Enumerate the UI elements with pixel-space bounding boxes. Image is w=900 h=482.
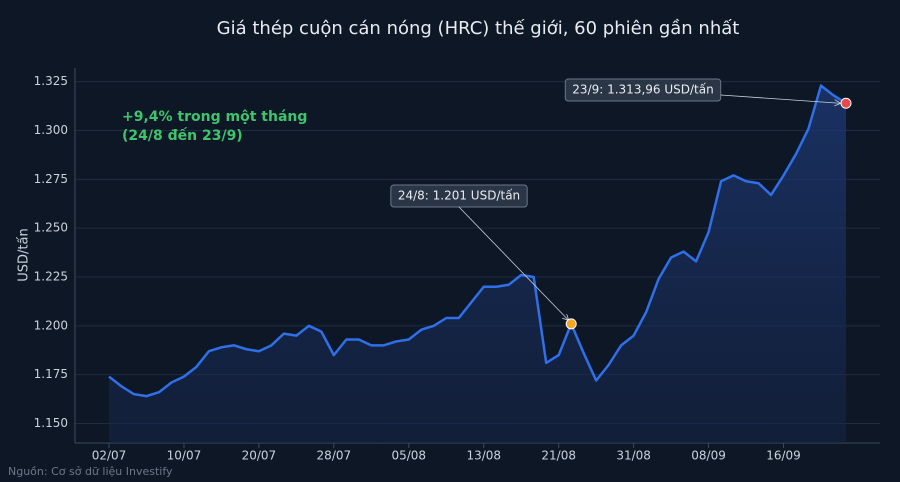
highlight-point [840,97,852,109]
y-tick-label: 1.325 [34,74,68,88]
annotation-arrow [458,206,568,320]
y-tick-label: 1.300 [34,123,68,137]
line [108,84,847,398]
annotation-box [564,78,722,102]
x-tick-label: 02/07 [92,449,127,463]
x-tick-label: 10/07 [167,449,202,463]
annotation-arrow [720,94,840,103]
x-tick-label: 31/08 [616,449,651,463]
area [109,85,846,443]
highlight-text: +9,4% trong một tháng [122,109,307,125]
y-axis-label: USD/tấn [17,228,32,281]
y-tick-label: 1.225 [34,269,68,283]
annotation-text: 24/8: 1.201 USD/tấn [398,189,520,203]
x-tick-label: 05/08 [391,449,426,463]
source: Nguồn: Cơ sở dữ liệu Investify [8,465,173,478]
x-tick-label: 13/08 [466,449,501,463]
highlight-text: (24/8 đến 23/9) [122,127,243,144]
y-tick-label: 1.250 [34,221,68,235]
x-tick-label: 28/07 [317,449,352,463]
x-tick-label: 21/08 [541,449,576,463]
x-tick-label: 20/07 [242,449,277,463]
y-tick-label: 1.200 [34,318,68,332]
highlight-point [565,318,577,330]
chart-title: Giá thép cuộn cán nóng (HRC) thế giới, 6… [217,18,740,39]
y-tick-label: 1.150 [34,416,68,430]
x-tick-label: 16/09 [766,449,801,463]
y-tick-label: 1.175 [34,367,68,381]
x-tick-label: 08/09 [691,449,726,463]
annotation-text: 23/9: 1.313,96 USD/tấn [572,83,713,97]
y-tick-label: 1.275 [34,172,68,186]
